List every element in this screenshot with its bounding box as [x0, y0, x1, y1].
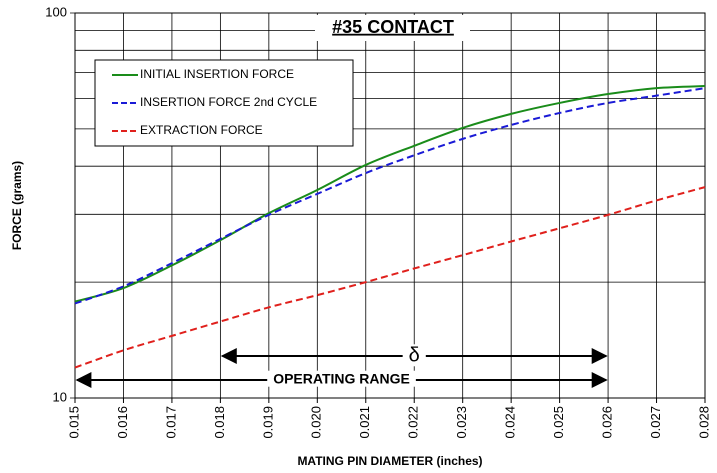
x-tick-label: 0.024: [503, 406, 518, 439]
chart-title: #35 CONTACT: [332, 17, 454, 37]
annotation-label: OPERATING RANGE: [273, 371, 410, 387]
x-tick-label: 0.025: [551, 406, 566, 439]
plot-frame: [74, 12, 706, 399]
title-bg: [315, 15, 470, 41]
x-tick-label: 0.023: [454, 406, 469, 439]
series-line: [74, 85, 706, 303]
x-tick-label: 0.017: [163, 406, 178, 439]
x-tick-label: 0.026: [600, 406, 615, 439]
x-tick-label: 0.028: [696, 406, 711, 439]
series-line: [74, 87, 706, 305]
x-tick-label: 0.019: [260, 406, 275, 439]
x-axis-label: MATING PIN DIAMETER (inches): [297, 454, 482, 468]
legend-label: EXTRACTION FORCE: [140, 123, 263, 137]
x-tick-label: 0.021: [357, 406, 372, 439]
x-tick-label: 0.020: [309, 406, 324, 439]
x-tick-label: 0.018: [212, 406, 227, 439]
y-tick-label: 100: [45, 4, 67, 19]
annotation-label: δ: [409, 344, 420, 366]
x-tick-label: 0.022: [406, 406, 421, 439]
legend-label: INITIAL INSERTION FORCE: [140, 67, 294, 81]
series-line: [74, 186, 706, 369]
y-axis-label: FORCE (grams): [10, 161, 24, 250]
y-tick-label: 10: [53, 389, 67, 404]
x-tick-label: 0.027: [648, 406, 663, 439]
x-tick-label: 0.016: [115, 406, 130, 439]
annotation-bg: [402, 344, 426, 367]
legend-label: INSERTION FORCE 2nd CYCLE: [140, 95, 317, 109]
x-tick-label: 0.015: [66, 406, 81, 439]
annotation-bg: [267, 370, 416, 387]
